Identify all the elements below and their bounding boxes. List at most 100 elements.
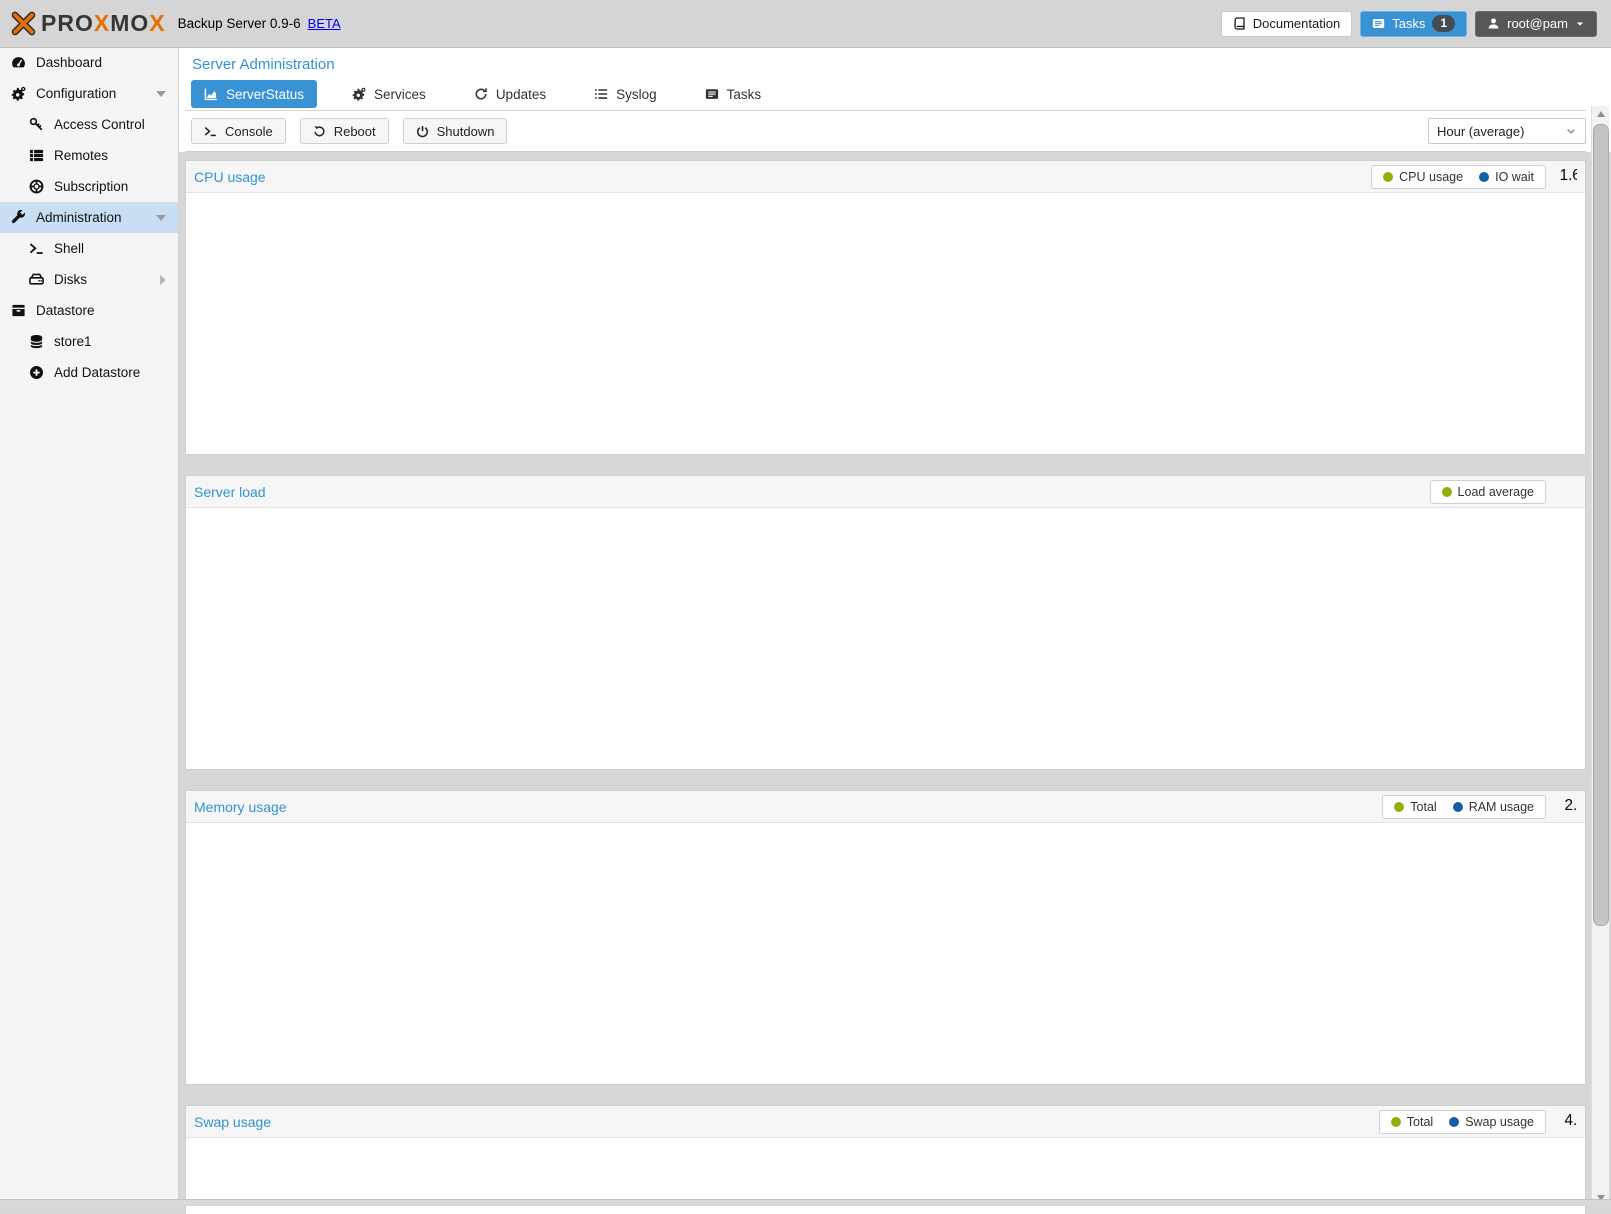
sidebar-item-disks[interactable]: Disks	[0, 264, 178, 295]
collapse-panel-button[interactable]: 1.61.41.210.80.60.40.202020-11-0610:58:0…	[1556, 166, 1577, 187]
tab-label: Syslog	[616, 86, 657, 102]
topbar-actions: Documentation Tasks 1 root@pam	[1220, 10, 1597, 37]
sidebar-item-subscription[interactable]: Subscription	[0, 171, 178, 202]
legend-dot-icon	[1390, 1116, 1401, 1127]
legend-item-load-average[interactable]: Load average	[1441, 485, 1534, 499]
dashboard-icon	[10, 55, 27, 70]
plus-circle-icon	[28, 365, 45, 380]
shutdown-button[interactable]: Shutdown	[402, 118, 508, 144]
tab-serverstatus[interactable]: ServerStatus	[191, 80, 318, 108]
chevron-down-icon	[156, 90, 166, 97]
terminal-icon	[28, 241, 45, 256]
scroll-down-arrow[interactable]	[1592, 1190, 1609, 1206]
console-button[interactable]: Console	[191, 118, 286, 144]
chevron-down-icon	[1565, 125, 1577, 137]
tab-updates[interactable]: Updates	[461, 80, 559, 108]
datastore-icon	[10, 303, 27, 318]
chart-legend: CPU usage IO wait	[1371, 164, 1546, 189]
vertical-scrollbar[interactable]	[1591, 106, 1609, 1206]
legend-item-total[interactable]: Total	[1394, 800, 1437, 814]
reboot-button[interactable]: Reboot	[299, 118, 389, 144]
panel-header: Swap usage Total Swap usage 4.5 G4 G3.5 G3 …	[186, 1106, 1585, 1138]
tab-tasks[interactable]: Tasks	[692, 80, 775, 108]
undo-icon	[313, 125, 326, 138]
sidebar-item-administration[interactable]: Administration	[0, 202, 178, 233]
collapse-panel-button[interactable]: 0.080.070.060.050.040.030.020.0102020-11…	[1556, 481, 1577, 502]
refresh-icon	[474, 87, 488, 101]
collapse-panel-button[interactable]: 2.5 G2 G1.5 G1 G500 M02020-11-0610:58:00…	[1556, 796, 1577, 817]
tasks-button[interactable]: Tasks 1	[1360, 10, 1468, 37]
database-icon	[28, 334, 45, 349]
tasks-list-icon	[1372, 17, 1385, 30]
sidebar-item-add-datastore[interactable]: Add Datastore	[0, 357, 178, 388]
panel-swap: Swap usage Total Swap usage 4.5 G4 G3.5 G3 …	[185, 1105, 1586, 1214]
sidebar-item-datastore[interactable]: Datastore	[0, 295, 178, 326]
sidebar-item-label: store1	[54, 334, 92, 349]
legend-item-ram-usage[interactable]: RAM usage	[1452, 800, 1534, 814]
list-icon	[594, 87, 608, 101]
sidebar-item-shell[interactable]: Shell	[0, 233, 178, 264]
timeframe-select[interactable]: Hour (average)	[1428, 118, 1586, 144]
legend-item-cpu-usage[interactable]: CPU usage	[1383, 170, 1463, 184]
panel-title: Server load	[194, 483, 266, 500]
chart-legend: Load average	[1429, 479, 1546, 504]
sidebar-item-label: Subscription	[54, 179, 129, 194]
button-label: Reboot	[333, 123, 376, 139]
sidebar-item-access-control[interactable]: Access Control	[0, 109, 178, 140]
beta-link[interactable]: BETA	[307, 16, 341, 31]
documentation-button[interactable]: Documentation	[1220, 10, 1353, 37]
button-label: Shutdown	[436, 123, 495, 139]
book-icon	[1233, 17, 1246, 30]
sidebar-item-label: Datastore	[36, 303, 95, 318]
sidebar-item-label: Remotes	[54, 148, 109, 163]
chart-load	[188, 509, 1580, 767]
user-icon	[1487, 17, 1500, 30]
svg-text:1.6: 1.6	[1560, 167, 1577, 184]
legend-dot-icon	[1449, 1116, 1460, 1127]
sidebar-item-configuration[interactable]: Configuration	[0, 78, 178, 109]
scroll-up-arrow[interactable]	[1592, 106, 1609, 122]
legend-label: IO wait	[1495, 169, 1534, 184]
sidebar-item-store1[interactable]: store1	[0, 326, 178, 357]
user-menu-button[interactable]: root@pam	[1475, 10, 1597, 37]
chart-legend: Total RAM usage	[1382, 794, 1546, 819]
sidebar: Dashboard Configuration Access Control Remo…	[0, 47, 179, 1206]
proxmox-x-icon	[10, 10, 37, 37]
legend-label: Total	[1406, 1114, 1434, 1129]
sidebar-item-remotes[interactable]: Remotes	[0, 140, 178, 171]
chart-area-icon	[204, 87, 218, 101]
product-version: Backup Server 0.9-6	[177, 16, 301, 31]
panels: CPU usage CPU usage IO wait 1.61.41.210.80.…	[179, 152, 1611, 1214]
svg-text:2.5 G: 2.5 G	[1564, 797, 1577, 814]
sidebar-item-label: Dashboard	[36, 55, 103, 70]
sidebar-item-label: Administration	[36, 210, 122, 225]
tab-label: Services	[374, 86, 426, 102]
caret-down-icon	[1575, 19, 1585, 29]
chart-cpu	[188, 194, 1580, 452]
wrench-icon	[10, 210, 27, 225]
legend-item-total[interactable]: Total	[1390, 1114, 1434, 1129]
action-toolbar: Console Reboot Shutdown Hour (average)	[185, 111, 1586, 152]
tab-services[interactable]: Services	[339, 80, 439, 108]
proxmox-logo: PROXMOX	[10, 10, 166, 37]
main-header: Server Administration ServerStatus Servic…	[179, 47, 1611, 152]
sidebar-item-dashboard[interactable]: Dashboard	[0, 47, 178, 78]
key-icon	[28, 117, 45, 132]
scrollbar-thumb[interactable]	[1593, 124, 1609, 926]
chart-legend: Total Swap usage	[1378, 1109, 1546, 1134]
proxmox-logo-text: PROXMOX	[41, 10, 166, 36]
main-area: Server Administration ServerStatus Servic…	[179, 47, 1611, 1214]
legend-item-swap-usage[interactable]: Swap usage	[1449, 1115, 1534, 1129]
tab-label: ServerStatus	[226, 86, 305, 102]
legend-dot-icon	[1479, 171, 1490, 182]
hdd-icon	[28, 272, 45, 287]
legend-item-io-wait[interactable]: IO wait	[1479, 170, 1534, 184]
terminal-icon	[204, 125, 217, 138]
collapse-panel-button[interactable]: 4.5 G4 G3.5 G3 G2.5 G2 G1.5 G1 G500 M020…	[1556, 1111, 1577, 1132]
legend-dot-icon	[1441, 486, 1452, 497]
sidebar-item-label: Access Control	[54, 117, 145, 132]
panel-title: CPU usage	[194, 168, 266, 185]
tab-syslog[interactable]: Syslog	[581, 80, 670, 108]
panel-cpu: CPU usage CPU usage IO wait 1.61.41.210.80.…	[185, 160, 1586, 455]
list-alt-icon	[705, 87, 719, 101]
